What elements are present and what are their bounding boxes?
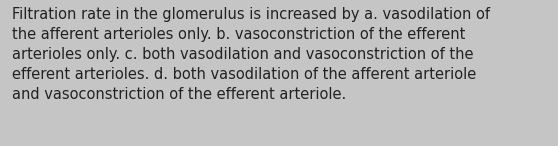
- Text: Filtration rate in the glomerulus is increased by a. vasodilation of
the afferen: Filtration rate in the glomerulus is inc…: [12, 7, 490, 102]
